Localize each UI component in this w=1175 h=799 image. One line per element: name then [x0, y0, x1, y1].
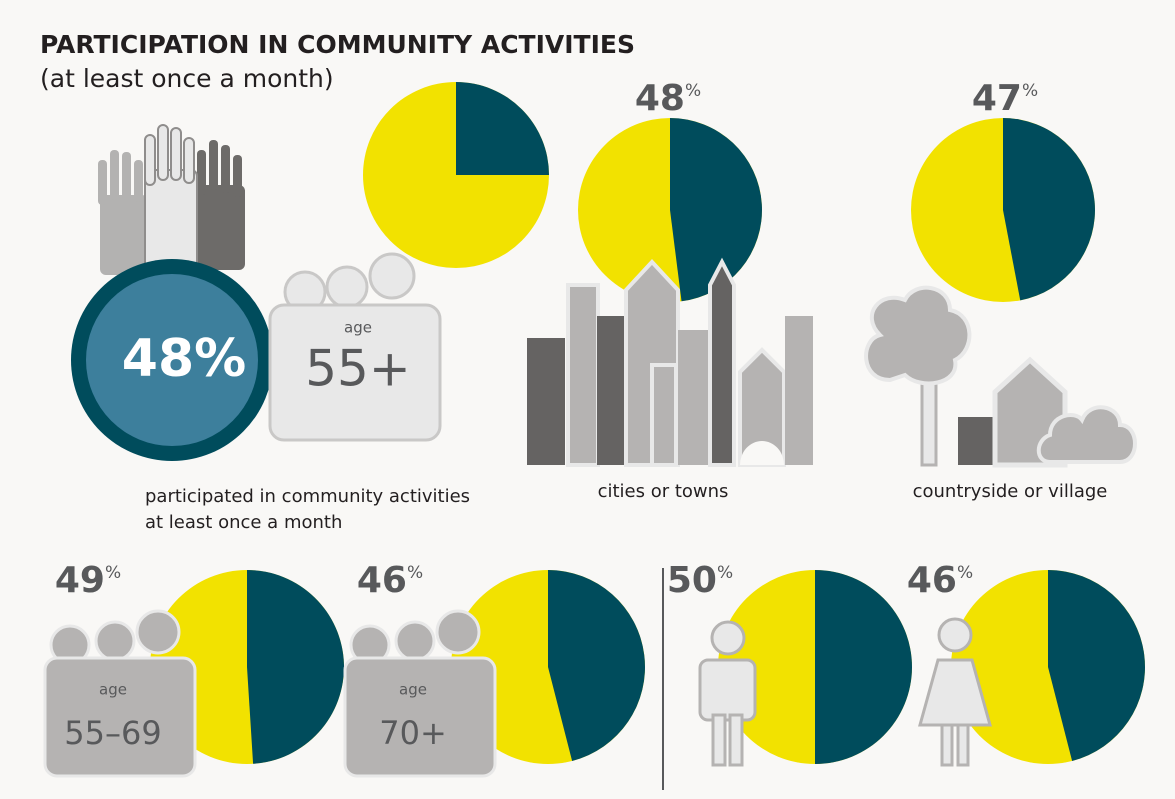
man-icon — [698, 620, 757, 767]
people-icon — [268, 252, 442, 442]
pies — [150, 82, 1146, 764]
pie-unit: % — [1022, 81, 1038, 101]
headline-disc — [86, 274, 258, 446]
group-label: 55–69 — [64, 714, 161, 752]
headline-caption: at least once a month — [145, 512, 342, 533]
pie-value: 49 — [55, 560, 105, 601]
pie-label: 47% — [972, 78, 1038, 119]
pie-value: 46 — [357, 560, 407, 601]
pie-value: 47 — [972, 78, 1022, 119]
group-label: 70+ — [379, 714, 447, 752]
headline-group-prefix: age — [344, 319, 372, 337]
headline-caption: participated in community activities — [145, 486, 470, 507]
pie-label: 46% — [357, 560, 423, 601]
pie-unit: % — [105, 563, 121, 583]
pie-slice — [1048, 570, 1146, 761]
hands-icon — [98, 124, 245, 281]
group-prefix: age — [99, 681, 127, 699]
headline-value: 48% — [122, 329, 246, 389]
pie-slice — [815, 570, 912, 764]
pie-value: 48 — [635, 78, 685, 119]
pie-unit: % — [407, 563, 423, 583]
countryside-icon — [864, 285, 1137, 468]
pie-slice — [456, 82, 549, 175]
pie-value: 46 — [907, 560, 957, 601]
pie-label: 48% — [635, 78, 701, 119]
headline-group: 55+ — [305, 340, 411, 398]
pie-caption: cities or towns — [598, 481, 729, 502]
pie-label: 50% — [667, 560, 733, 601]
pie-label: 46% — [907, 560, 973, 601]
pie-slice — [670, 118, 763, 302]
people-icon — [343, 609, 497, 778]
pie-caption: countryside or village — [913, 481, 1108, 502]
pie-unit: % — [685, 81, 701, 101]
pie-value: 50 — [667, 560, 717, 601]
title: PARTICIPATION IN COMMUNITY ACTIVITIES — [40, 30, 635, 59]
pie-unit: % — [717, 563, 733, 583]
city-icon — [527, 257, 813, 467]
woman-icon — [918, 617, 992, 767]
subtitle: (at least once a month) — [40, 64, 334, 93]
pie-slice — [247, 570, 345, 764]
pie-slice — [548, 570, 645, 761]
pie-unit: % — [957, 563, 973, 583]
people-icon — [43, 609, 197, 778]
group-prefix: age — [399, 681, 427, 699]
pie-label: 49% — [55, 560, 121, 601]
pie-slice — [1003, 118, 1095, 301]
